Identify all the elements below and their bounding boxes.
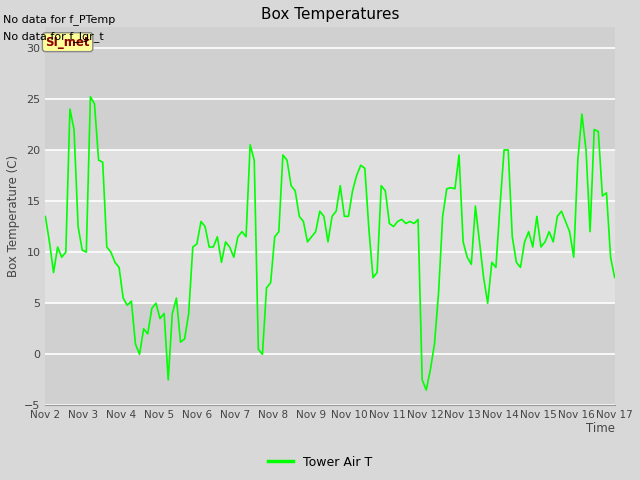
Y-axis label: Box Temperature (C): Box Temperature (C) <box>7 155 20 277</box>
Title: Box Temperatures: Box Temperatures <box>260 7 399 22</box>
Legend: Tower Air T: Tower Air T <box>263 451 377 474</box>
Text: No data for f_PTemp: No data for f_PTemp <box>3 14 115 25</box>
X-axis label: Time: Time <box>586 421 614 435</box>
Bar <box>45 150 614 303</box>
Bar <box>45 48 614 150</box>
Bar <box>45 303 614 406</box>
Text: SI_met: SI_met <box>45 36 90 48</box>
Text: No data for f_lgr_t: No data for f_lgr_t <box>3 31 104 42</box>
